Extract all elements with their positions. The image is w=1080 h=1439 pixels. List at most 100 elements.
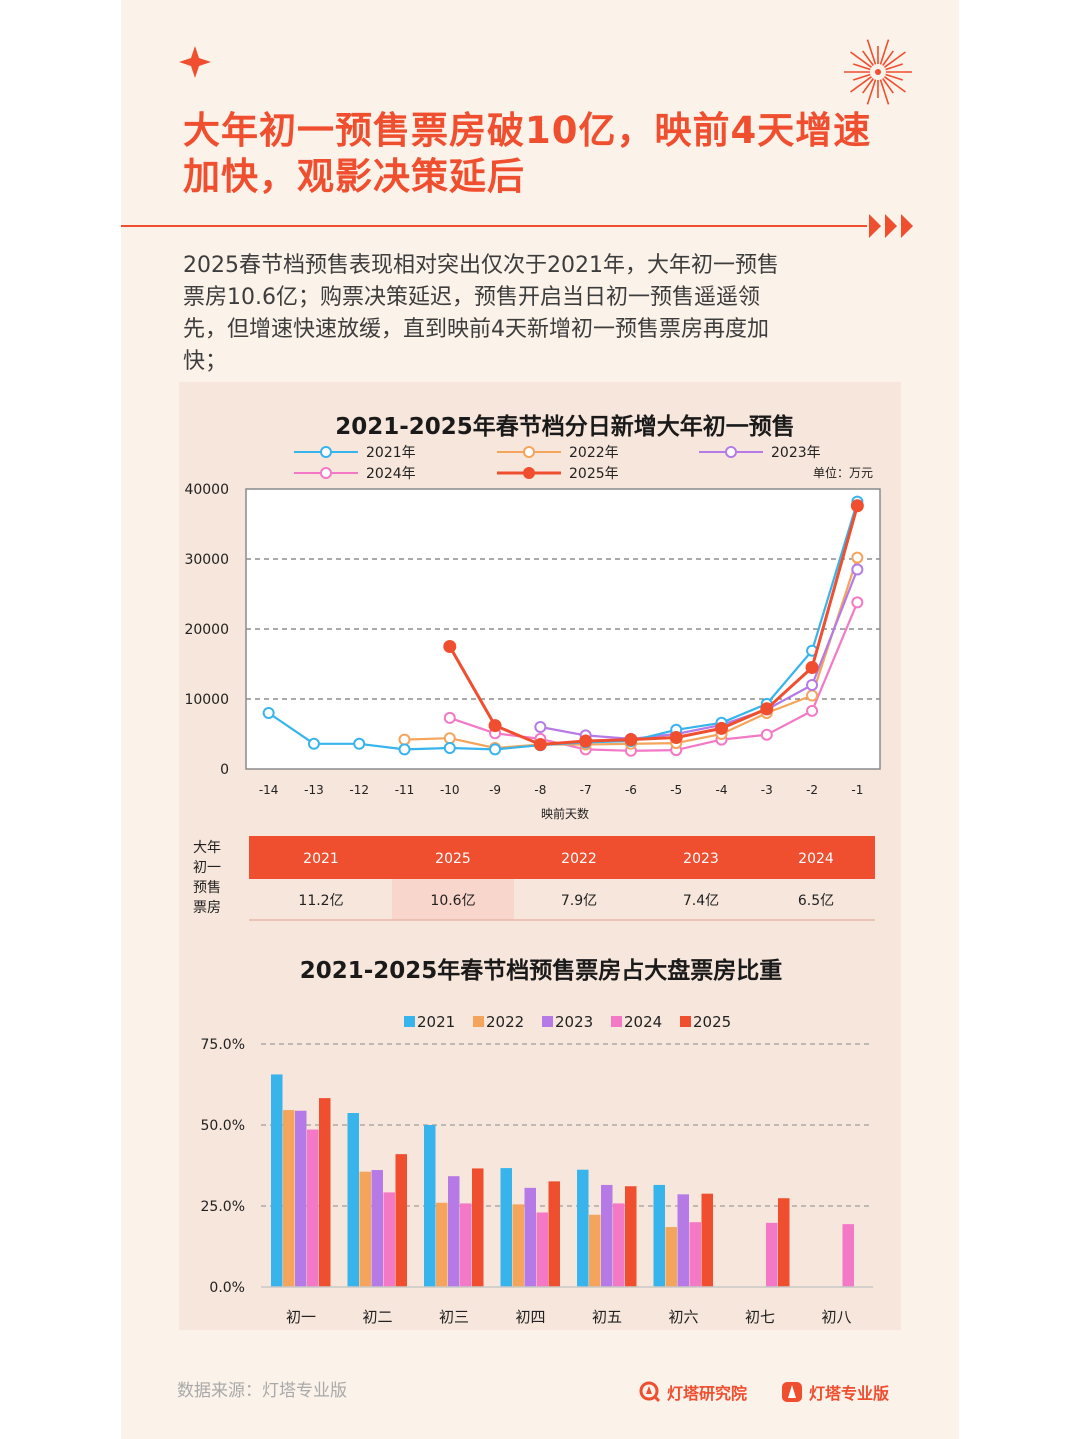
line-point-2022年 (806, 689, 819, 702)
firework-ray (866, 39, 877, 65)
bar-2022-初六 (665, 1227, 677, 1287)
firework-ray (882, 78, 894, 94)
line-plot-frame (245, 488, 881, 770)
line-point-2021年 (489, 743, 502, 756)
page-title: 大年初一预售票房破10亿，映前4天增速 加快，观影决策延后 (183, 108, 923, 200)
bar-2023-初三 (448, 1176, 460, 1287)
bar-x-tick-label: 初六 (668, 1308, 698, 1326)
bar-x-tick-label: 初五 (592, 1308, 622, 1326)
bar-2023-初二 (371, 1170, 383, 1287)
summary-line-2: 票房10.6亿；购票决策延迟，预售开启当日初一预售遥遥领 (183, 285, 760, 310)
bar-x-tick-label: 初一 (286, 1308, 316, 1326)
line-point-2022年 (398, 733, 411, 746)
bar-2025-初一 (319, 1098, 331, 1287)
bar-2025-初五 (625, 1186, 637, 1287)
firework-ray (879, 79, 890, 105)
line-chart-legend: 2021年 2022年 2023年 2024年 2025年 (294, 445, 821, 482)
line-chart: 2021-2025年春节档分日新增大年初一预售 单位：万元 映前天数 2021年… (184, 413, 881, 821)
line-point-2021年 (262, 707, 275, 719)
table-header-cell: 2022 (561, 851, 597, 867)
line-point-2021年 (353, 737, 366, 750)
line-x-tick-label: -12 (349, 783, 369, 797)
line-point-2025年 (579, 734, 593, 748)
brand-research-label: 灯塔研究院 (667, 1384, 748, 1403)
bar-x-tick-label: 初八 (821, 1308, 851, 1326)
line-chart-grid (246, 489, 880, 769)
bar-chart: 2021-2025年春节档预售票房占大盘票房比重 2021 2022 2023 202… (201, 957, 873, 1326)
line-series-2025年 (448, 505, 859, 746)
table-row-label: 大年初一预售票房 (193, 840, 221, 916)
legend-marker-2025年 (523, 467, 535, 479)
line-point-2021年 (443, 742, 456, 754)
bar-legend-swatch-2025 (680, 1016, 691, 1027)
table-value-cell: 11.2亿 (298, 893, 343, 909)
firework-ray (850, 51, 872, 68)
bar-x-tick-label: 初三 (439, 1308, 469, 1326)
bar-chart-title: 2021-2025年春节档预售票房占大盘票房比重 (300, 957, 783, 984)
bar-2022-初三 (436, 1202, 448, 1287)
bar-2025-初六 (701, 1193, 713, 1287)
bar-legend-swatch-2022 (473, 1016, 484, 1027)
legend-marker-2023年 (725, 446, 737, 458)
legend-marker-2024年 (320, 467, 332, 479)
dengta-research-logo-icon (639, 1381, 661, 1403)
bar-2021-初三 (424, 1125, 436, 1287)
bar-2025-初三 (472, 1168, 484, 1287)
table-highlight-cell (392, 879, 514, 920)
arrow-icon (869, 214, 913, 238)
line-point-2021年 (398, 743, 411, 756)
bar-2021-初六 (653, 1184, 665, 1287)
table-header-cell: 2024 (798, 851, 834, 867)
line-x-tick-label: -5 (670, 783, 682, 797)
bar-2021-初一 (271, 1074, 283, 1287)
bar-legend-label-2025: 2025 (693, 1013, 731, 1031)
line-point-2024年 (760, 728, 773, 741)
line-point-2023年 (851, 563, 864, 576)
line-point-2023年 (806, 679, 819, 691)
bar-2021-初四 (500, 1168, 512, 1287)
bar-2023-初五 (601, 1184, 613, 1287)
table-label-line: 初一 (193, 859, 221, 876)
bar-y-tick-label: 75.0% (201, 1037, 245, 1053)
line-y-tick-label: 10000 (184, 692, 229, 708)
table-label-line: 预售 (193, 880, 221, 896)
firework-ray (850, 76, 872, 93)
brand-pro-label: 灯塔专业版 (809, 1384, 890, 1403)
bar-2024-初三 (460, 1203, 472, 1287)
legend-label-2022年: 2022年 (569, 445, 619, 461)
line-chart-series (262, 495, 864, 757)
bar-x-tick-label: 初四 (515, 1308, 545, 1326)
bar-legend-swatch-2024 (611, 1016, 622, 1027)
bar-chart-axes: 0.0% 25.0% 50.0% 75.0% 初一 初二 初三 初四 初五 初六 初七 初八 (201, 1037, 873, 1326)
bar-y-tick-label: 50.0% (201, 1118, 245, 1134)
table-header-cell: 2025 (435, 851, 471, 867)
bar-legend-swatch-2023 (542, 1016, 553, 1027)
firework-ray (884, 51, 906, 68)
summary-text: 2025春节档预售表现相对突出仅次于2021年，大年初一预售 票房10.6亿；购… (183, 250, 903, 378)
bar-2025-初四 (548, 1181, 560, 1287)
bar-chart-bars (271, 1074, 854, 1287)
bar-2024-初一 (307, 1129, 319, 1287)
bar-legend-label-2022: 2022 (486, 1013, 524, 1031)
firework-ray (862, 78, 874, 94)
firework-ray (866, 79, 877, 105)
summary-line-1: 2025春节档预售表现相对突出仅次于2021年，大年初一预售 (183, 253, 779, 278)
bar-2024-初四 (536, 1212, 548, 1287)
line-x-tick-label: -13 (304, 783, 324, 797)
bar-2023-初四 (524, 1187, 536, 1287)
line-chart-axes: 0 10000 20000 30000 40000 -14 -13 -12 -11 -10 -9 -8… (184, 482, 881, 797)
line-x-tick-label: -2 (806, 783, 818, 797)
line-y-tick-label: 0 (220, 762, 229, 778)
line-point-2024年 (443, 711, 456, 724)
line-y-tick-label: 40000 (184, 482, 229, 498)
line-point-2022年 (443, 732, 456, 745)
line-x-tick-label: -8 (534, 783, 546, 797)
line-point-2021年 (307, 737, 320, 750)
line-point-2025年 (850, 499, 864, 513)
bar-2024-初六 (689, 1222, 701, 1287)
line-point-2023年 (534, 721, 547, 733)
firework-ray (853, 73, 871, 81)
table-header-cell: 2021 (303, 851, 339, 867)
line-x-tick-label: -10 (440, 783, 460, 797)
legend-label-2024年: 2024年 (366, 466, 416, 482)
